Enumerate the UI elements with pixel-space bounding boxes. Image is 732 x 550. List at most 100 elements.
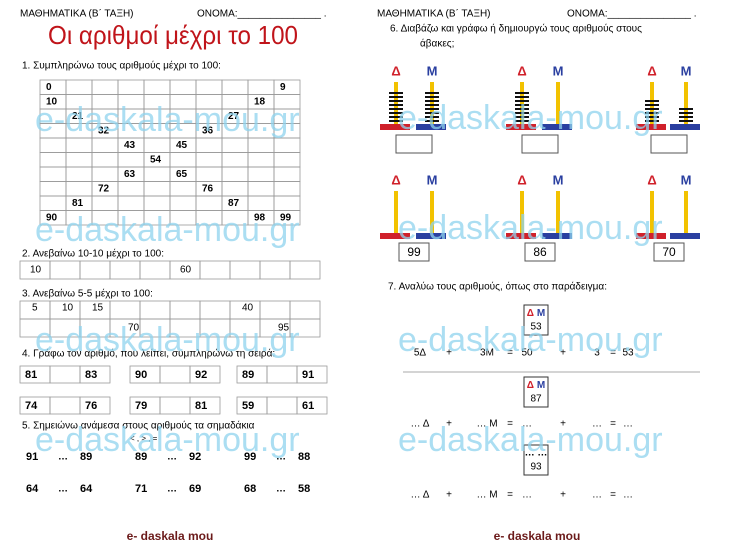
subject: ΜΑΘΗΜΑΤΙΚΑ (Β΄ ΤΑΞΗ): [20, 8, 134, 20]
units-label: Μ: [537, 380, 545, 391]
units-base: [416, 124, 446, 130]
instruction: 6. Διαβάζω και γράφω ή δημιουργώ τους αρ…: [390, 23, 642, 35]
cell: [49, 365, 81, 384]
cell: [79, 365, 111, 384]
bead: [679, 108, 693, 110]
units-base: [542, 233, 572, 239]
cell: [159, 365, 191, 384]
cell: [65, 166, 93, 182]
cell: [195, 137, 223, 153]
compare-gap: …: [276, 452, 286, 463]
sequence-number: 59: [242, 400, 254, 412]
sequence-number: 81: [25, 369, 37, 381]
bead: [425, 96, 439, 98]
cell: [273, 166, 301, 182]
rod: [430, 191, 434, 233]
bead: [515, 120, 529, 122]
cell: [189, 396, 221, 415]
grid-number: 0: [46, 82, 52, 93]
cell: [189, 365, 221, 384]
sequence-number: 92: [195, 369, 207, 381]
cell: [273, 79, 301, 95]
decomposition-term: 53: [622, 348, 634, 359]
cell: [195, 166, 223, 182]
cell: [39, 181, 67, 197]
bead: [515, 100, 529, 102]
cell: [117, 181, 145, 197]
bead: [389, 108, 403, 110]
grid-number: 43: [124, 140, 136, 151]
sequence-number: 76: [85, 400, 97, 412]
answer-box: [398, 242, 430, 262]
decomposition-term: …: [592, 419, 602, 430]
answer-box: [521, 134, 559, 154]
tens-label: Δ: [527, 308, 534, 319]
cell: [139, 260, 171, 280]
units-base: [670, 233, 700, 239]
cell: [247, 181, 275, 197]
answer-box: [650, 134, 688, 154]
bead: [679, 120, 693, 122]
units-label: Μ: [681, 63, 692, 78]
rod: [650, 82, 654, 124]
box-number: 53: [530, 322, 542, 333]
compare-number: 88: [298, 451, 310, 463]
watermark: e-daskala-mou.gr: [398, 421, 663, 459]
cell: [266, 365, 298, 384]
grid-number: 54: [150, 154, 162, 165]
strip-number: 40: [242, 303, 254, 314]
cell: [289, 260, 321, 280]
cell: [117, 195, 145, 211]
tens-base: [380, 233, 410, 239]
abacus-number: 70: [662, 245, 676, 259]
grid-number: 65: [176, 169, 188, 180]
compare-gap: …: [58, 484, 68, 495]
grid-number: 76: [202, 183, 214, 194]
cell: [169, 152, 197, 168]
bead: [389, 112, 403, 114]
footer: e- daskala mou: [127, 529, 214, 543]
watermark: e-daskala-mou.gr: [398, 209, 663, 247]
bead: [645, 104, 659, 106]
abacus-number: 99: [407, 245, 421, 259]
decomposition-term: +: [446, 419, 452, 430]
strip-number: 70: [128, 323, 140, 334]
answer-box: [524, 242, 556, 262]
cell: [39, 137, 67, 153]
bead: [515, 92, 529, 94]
grid-number: 81: [72, 198, 84, 209]
decomposition-term: … Μ: [476, 419, 497, 430]
cell: [247, 166, 275, 182]
decomposition-term: =: [610, 490, 616, 501]
cell: [169, 79, 197, 95]
bead: [515, 108, 529, 110]
decomposition-term: =: [507, 490, 513, 501]
bead: [425, 100, 439, 102]
rod: [684, 82, 688, 124]
tens-label: Δ: [527, 380, 534, 391]
grid-number: 45: [176, 140, 188, 151]
decomposition-term: …: [623, 419, 633, 430]
box-number: 93: [530, 462, 542, 473]
cell: [159, 396, 191, 415]
sequence-number: 79: [135, 400, 147, 412]
decomposition-term: …: [592, 490, 602, 501]
rod: [684, 191, 688, 233]
compare-number: 64: [80, 483, 93, 495]
watermark: e-daskala-mou.gr: [35, 211, 300, 249]
cell: [273, 137, 301, 153]
cell: [49, 396, 81, 415]
tens-label: Δ: [517, 63, 526, 78]
units-base: [416, 233, 446, 239]
cell: [39, 195, 67, 211]
decomposition-term: +: [560, 490, 566, 501]
grid-number: 10: [46, 96, 58, 107]
strip-number: 5: [32, 303, 38, 314]
bead: [515, 104, 529, 106]
hint: < , > , =: [130, 434, 158, 443]
compare-number: 58: [298, 483, 310, 495]
compare-gap: …: [58, 452, 68, 463]
tens-label: Δ: [391, 63, 400, 78]
